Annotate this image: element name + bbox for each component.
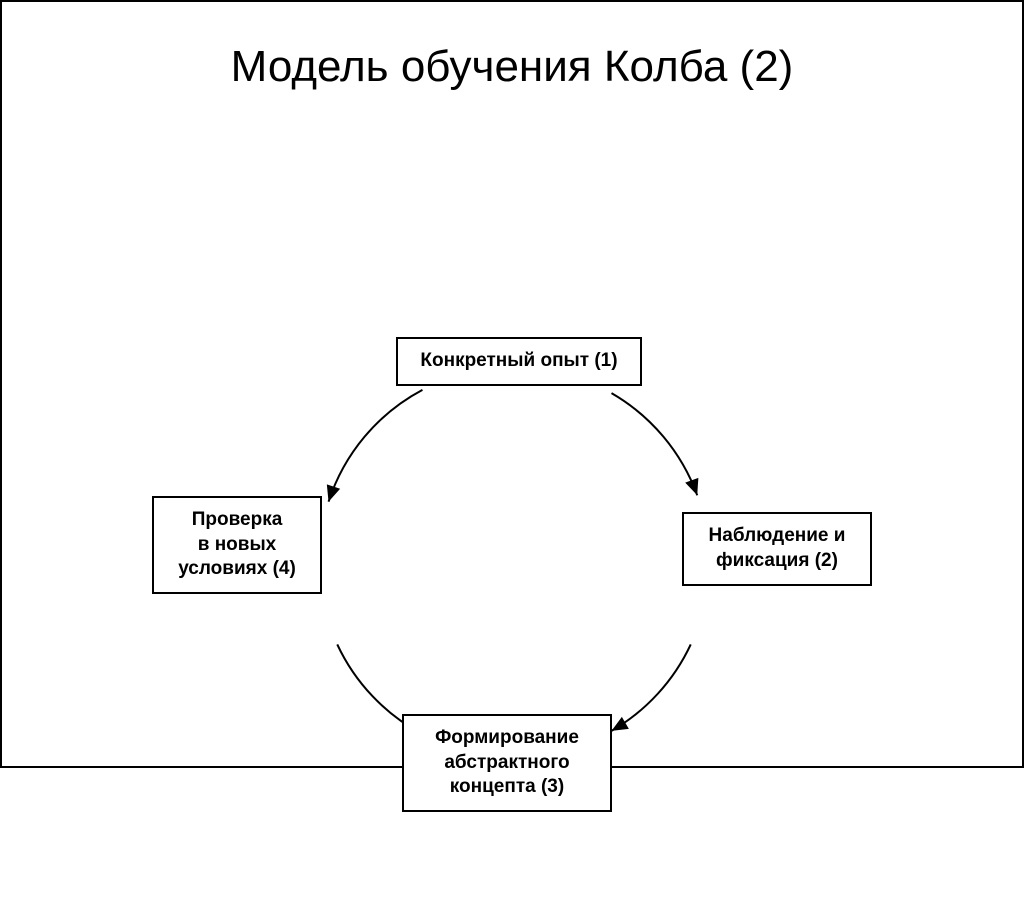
page-title: Модель обучения Колба (2): [2, 42, 1022, 92]
arc-4: [329, 390, 423, 502]
cycle-node-3: Формирование абстрактного концепта (3): [402, 714, 612, 812]
arc-2: [612, 644, 691, 730]
arrowhead-1: [685, 478, 698, 495]
arc-1: [612, 393, 698, 495]
cycle-node-2: Наблюдение и фиксация (2): [682, 512, 872, 586]
cycle-diagram: Конкретный опыт (1) Наблюдение и фиксация…: [2, 132, 1022, 766]
cycle-node-4: Проверка в новых условиях (4): [152, 496, 322, 594]
cycle-node-1: Конкретный опыт (1): [396, 337, 642, 386]
arrowhead-2: [612, 717, 629, 731]
arrowhead-4: [327, 484, 340, 501]
